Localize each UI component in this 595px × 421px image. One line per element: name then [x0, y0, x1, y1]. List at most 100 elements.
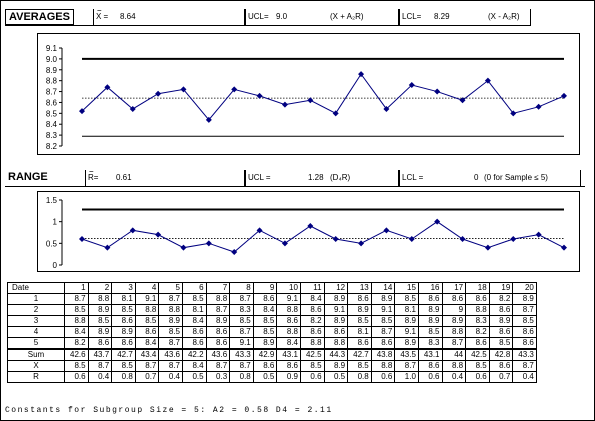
rng-ytick-label: 1: [53, 218, 58, 227]
table-cell: 8.6: [512, 337, 537, 350]
avg-ytick-label: 8.8: [46, 77, 58, 86]
table-cell: 8.7: [441, 337, 467, 350]
table-cell: 8.6: [347, 337, 372, 350]
table-cell: 43.1: [417, 348, 443, 361]
table-cell: 8.5: [64, 360, 89, 372]
rng-point: [256, 227, 263, 234]
table-cell: 8.8: [299, 337, 325, 350]
table-cell: 2: [87, 282, 113, 294]
table-cell: 43.3: [512, 348, 537, 361]
table-cell: 8.7: [205, 360, 231, 372]
table-cell: 8.4: [181, 315, 207, 327]
avg-point: [434, 88, 441, 95]
table-cell: 18: [465, 282, 490, 294]
avg-point: [307, 97, 314, 104]
table-row: 1 8.7 8.8 8.1 9.1 8.7 8.5 8.8 8.7 8.6 9.1 8.4 8.9 8.6…: [7, 293, 537, 305]
table-cell: 8.9: [87, 304, 113, 316]
table-cell: 8.8: [276, 326, 301, 338]
rng-point: [104, 244, 111, 251]
table-cell: 8.6: [347, 293, 372, 305]
rng-point: [307, 223, 314, 229]
table-cell: 3: [111, 282, 136, 294]
table-cell: 4: [134, 282, 160, 294]
table-cell: 8.9: [394, 337, 419, 350]
table-cell: 8.8: [134, 304, 160, 316]
table-cell: 8.1: [347, 326, 372, 338]
table-cell: 8.6: [488, 326, 514, 338]
avg-ucl-value: 9.0: [276, 12, 288, 21]
rng-point: [231, 249, 238, 255]
row-label: R: [7, 371, 65, 383]
table-cell: 8.4: [64, 326, 89, 338]
table-cell: 43.7: [87, 348, 113, 361]
table-cell: 44: [441, 348, 467, 361]
row-label: 4: [7, 326, 65, 338]
table-cell: 42.7: [111, 348, 136, 361]
table-cell: 11: [299, 282, 325, 294]
table-cell: 42.2: [181, 348, 207, 361]
rbar-label: R=: [88, 173, 99, 182]
table-cell: 8.9: [87, 326, 113, 338]
avg-point: [104, 84, 111, 91]
table-cell: 8.6: [181, 326, 207, 338]
table-cell: 8.5: [252, 326, 278, 338]
rng-point: [332, 236, 339, 242]
table-cell: 8.6: [417, 293, 443, 305]
table-cell: 5: [158, 282, 183, 294]
row-label: 5: [7, 337, 65, 350]
table-cell: 8.5: [158, 326, 183, 338]
avg-ytick-label: 8.9: [46, 66, 58, 75]
table-cell: 8.6: [205, 326, 231, 338]
table-cell: 19: [488, 282, 514, 294]
avg-ytick-label: 8.2: [46, 142, 58, 151]
rng-lcl-cell: LCL = 0 (0 for Sample ≤ 5): [399, 170, 581, 186]
table-cell: 8.2: [299, 315, 325, 327]
table-row: Sum 42.6 43.7 42.7 43.4 43.6 42.2 43.6 43.3 42.9 4…: [7, 348, 537, 361]
rbar-cell: = R= 0.61: [85, 170, 245, 186]
table-cell: 8.6: [181, 337, 207, 350]
table-cell: 8: [229, 282, 254, 294]
table-cell: 0.9: [276, 371, 301, 383]
table-row: Date 1 2 3 4 5 6 7 8 9 10 11 12 13 14 15 16 17 18 19 20: [7, 282, 537, 294]
table-cell: 8.7: [512, 360, 537, 372]
averages-title: AVERAGES: [5, 9, 74, 25]
table-cell: 8.5: [488, 337, 514, 350]
table-cell: 8.7: [229, 293, 254, 305]
table-cell: 8.3: [417, 337, 443, 350]
table-cell: 8.6: [488, 304, 514, 316]
rng-point: [79, 236, 85, 242]
avg-point: [332, 110, 339, 117]
rng-lcl-note: (0 for Sample ≤ 5): [484, 173, 548, 182]
row-label: 3: [7, 315, 65, 327]
table-cell: 9.1: [370, 304, 396, 316]
table-cell: 43.6: [205, 348, 231, 361]
table-cell: 8.5: [181, 293, 207, 305]
table-cell: 8.5: [299, 360, 325, 372]
table-cell: 8.6: [299, 304, 325, 316]
table-cell: 9: [252, 282, 278, 294]
table-cell: 8.5: [252, 315, 278, 327]
rng-point: [459, 236, 466, 242]
table-cell: 14: [370, 282, 396, 294]
table-cell: 0.4: [441, 371, 467, 383]
table-cell: 8.7: [394, 360, 419, 372]
rng-point: [383, 227, 390, 234]
table-cell: 0.7: [134, 371, 160, 383]
table-row: R 0.6 0.4 0.8 0.7 0.4 0.5 0.3 0.8 0.5 0.9 0.6 0.5 0.8…: [7, 371, 537, 383]
range-chart: 0 0.5 1 1.5: [46, 196, 567, 270]
table-cell: 12: [323, 282, 349, 294]
table-cell: 8.7: [512, 304, 537, 316]
table-cell: 8.5: [370, 315, 396, 327]
table-cell: 0.4: [158, 371, 183, 383]
rng-point: [510, 236, 517, 242]
table-cell: 0.5: [252, 371, 278, 383]
table-cell: 0.6: [370, 371, 396, 383]
table-cell: 9.1: [394, 326, 419, 338]
table-cell: 8.6: [488, 360, 514, 372]
table-cell: 6: [181, 282, 207, 294]
table-cell: 8.6: [465, 337, 490, 350]
table-cell: 8.2: [465, 326, 490, 338]
avg-point: [155, 90, 162, 97]
table-cell: 8.1: [111, 293, 136, 305]
rng-ucl-label: UCL =: [248, 173, 271, 182]
